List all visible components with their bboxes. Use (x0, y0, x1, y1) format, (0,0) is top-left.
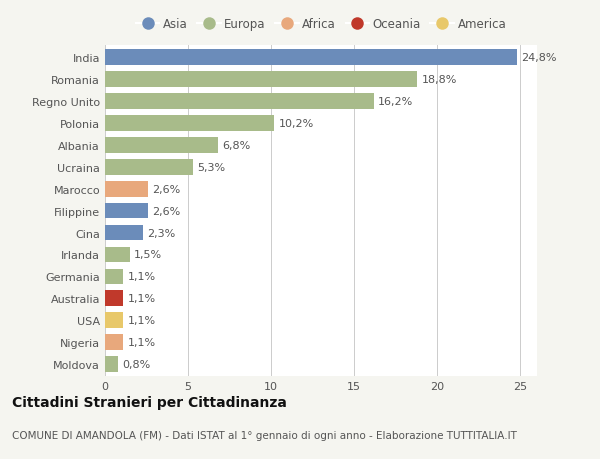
Text: 1,1%: 1,1% (127, 294, 155, 304)
Text: 16,2%: 16,2% (379, 97, 413, 106)
Bar (105, 247, 130, 263)
Text: 10,2%: 10,2% (278, 118, 314, 129)
Bar (105, 225, 143, 241)
Bar (105, 335, 123, 350)
Bar (105, 291, 123, 307)
Text: 1,1%: 1,1% (127, 272, 155, 282)
Text: 6,8%: 6,8% (222, 140, 250, 151)
Bar (105, 357, 118, 372)
Bar (105, 181, 148, 197)
Text: Cittadini Stranieri per Cittadinanza: Cittadini Stranieri per Cittadinanza (12, 395, 287, 409)
Text: 1,1%: 1,1% (127, 337, 155, 347)
Text: 18,8%: 18,8% (422, 75, 457, 85)
Bar (105, 116, 274, 131)
Bar (105, 138, 218, 153)
Bar (105, 269, 123, 285)
Text: 1,1%: 1,1% (127, 316, 155, 325)
Legend: Asia, Europa, Africa, Oceania, America: Asia, Europa, Africa, Oceania, America (133, 16, 509, 34)
Text: 2,6%: 2,6% (152, 206, 181, 216)
Bar (105, 50, 517, 66)
Text: 24,8%: 24,8% (521, 53, 557, 63)
Text: 2,6%: 2,6% (152, 184, 181, 194)
Text: COMUNE DI AMANDOLA (FM) - Dati ISTAT al 1° gennaio di ogni anno - Elaborazione T: COMUNE DI AMANDOLA (FM) - Dati ISTAT al … (12, 431, 517, 440)
Bar (105, 94, 374, 110)
Text: 1,5%: 1,5% (134, 250, 162, 260)
Bar (105, 159, 193, 175)
Text: 2,3%: 2,3% (148, 228, 176, 238)
Bar (105, 203, 148, 219)
Bar (105, 72, 418, 88)
Text: 5,3%: 5,3% (197, 162, 226, 173)
Text: 0,8%: 0,8% (122, 359, 151, 369)
Bar (105, 313, 123, 329)
